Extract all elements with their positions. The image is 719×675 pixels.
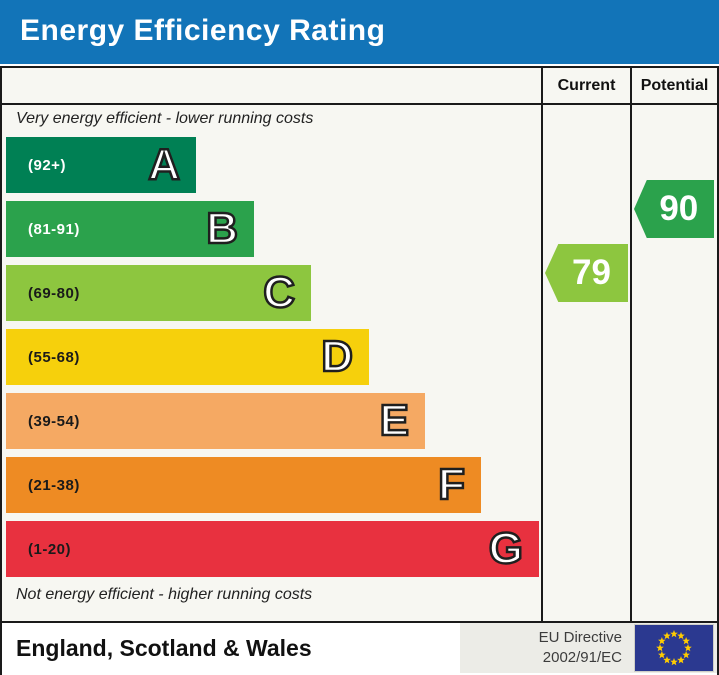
- potential-value: 90: [659, 189, 699, 228]
- band-G: (1-20) G: [6, 521, 539, 577]
- potential-column-header: Potential: [640, 77, 709, 94]
- bottom-note: Not energy efficient - higher running co…: [16, 586, 313, 603]
- current-value: 79: [572, 253, 611, 292]
- eu-directive-panel: EU Directive 2002/91/EC: [460, 623, 717, 673]
- top-note: Very energy efficient - lower running co…: [16, 110, 314, 127]
- band-range-label: (81-91): [28, 220, 80, 238]
- eu-directive-line2: 2002/91/EC: [542, 649, 622, 666]
- column-divider-potential: [630, 68, 632, 621]
- page-title: Energy Efficiency Rating: [20, 14, 386, 47]
- footer-bar: England, Scotland & Wales EU Directive 2…: [2, 621, 717, 675]
- band-letter: G: [488, 523, 525, 575]
- eu-directive-line1: EU Directive: [538, 628, 622, 646]
- column-divider-current: [541, 68, 543, 621]
- band-letter: F: [437, 459, 466, 511]
- band-range-label: (21-38): [28, 476, 80, 494]
- band-range-label: (92+): [28, 156, 66, 174]
- band-A: (92+) A: [6, 137, 196, 193]
- potential-indicator: 90: [634, 180, 714, 238]
- band-B: (81-91) B: [6, 201, 254, 257]
- chart-box: Current Potential Very energy efficient …: [0, 66, 719, 675]
- band-range-label: (55-68): [28, 348, 80, 366]
- band-range-label: (39-54): [28, 412, 80, 430]
- current-column-header: Current: [557, 77, 616, 94]
- band-F: (21-38) F: [6, 457, 481, 513]
- title-bar: Energy Efficiency Rating: [0, 0, 719, 64]
- band-range-label: (69-80): [28, 284, 80, 302]
- band-range-label: (1-20): [28, 540, 72, 558]
- band-letter: E: [378, 395, 410, 447]
- band-C: (69-80) C: [6, 265, 311, 321]
- band-D: (55-68) D: [6, 329, 369, 385]
- band-letter: C: [262, 267, 296, 319]
- eu-flag-icon: [634, 624, 714, 672]
- eu-directive-text: EU Directive 2002/91/EC: [539, 628, 622, 669]
- column-header-row: Current Potential: [2, 68, 717, 105]
- band-letter: A: [147, 139, 181, 191]
- current-indicator: 79: [545, 244, 628, 302]
- region-label: England, Scotland & Wales: [16, 635, 312, 661]
- band-letter: D: [320, 331, 354, 383]
- band-E: (39-54) E: [6, 393, 425, 449]
- band-letter: B: [205, 203, 239, 255]
